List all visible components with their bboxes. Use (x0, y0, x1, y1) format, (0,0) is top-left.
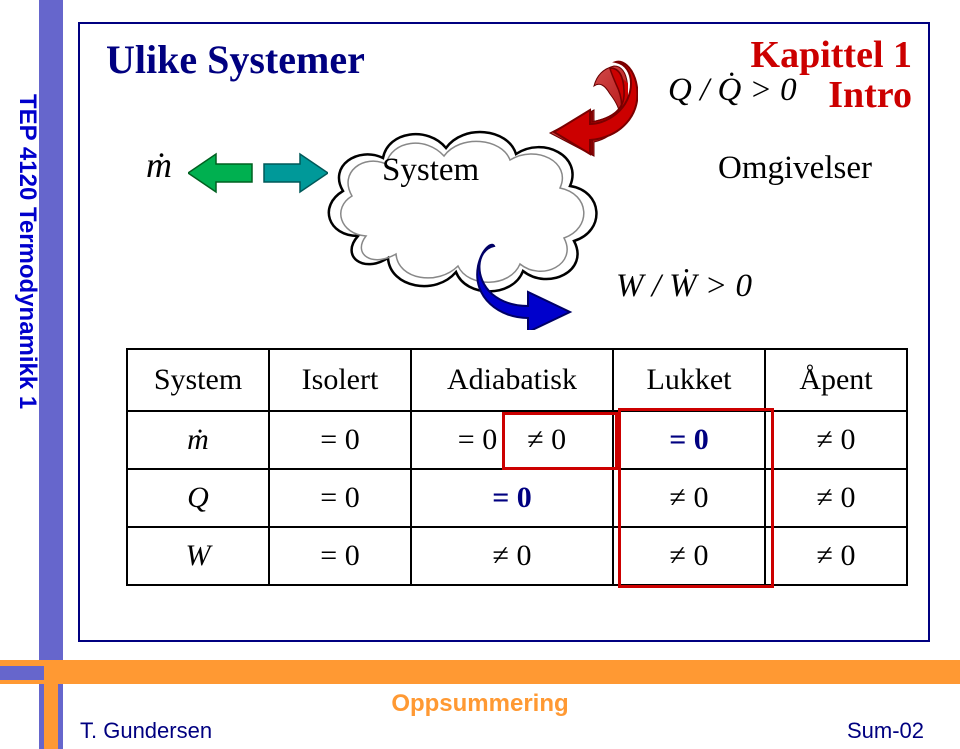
page-label: Sum-02 (847, 718, 924, 744)
work-arrow-icon (470, 240, 580, 335)
vertical-bar (39, 0, 63, 749)
cell: ≠ 0 (765, 527, 907, 585)
surroundings-label: Omgivelser (718, 150, 872, 187)
table-header: Lukket (613, 349, 765, 411)
cell: ≠ 0 (765, 411, 907, 469)
system-label: System (382, 152, 479, 189)
table-row: ṁ = 0 = 0 ≠ 0 = 0 ≠ 0 (127, 411, 907, 469)
horizontal-bar (0, 660, 960, 684)
mass-arrow-icon (188, 148, 328, 203)
cell: = 0 (269, 527, 411, 585)
author-label: T. Gundersen (80, 718, 212, 744)
table-header-row: System Isolert Adiabatisk Lukket Åpent (127, 349, 907, 411)
table-header: Isolert (269, 349, 411, 411)
center-label: Oppsummering (0, 690, 960, 718)
cell: = 0 (411, 469, 613, 527)
table-header: Åpent (765, 349, 907, 411)
cell: = 0 (613, 411, 765, 469)
m-symbol: ṁ (146, 144, 172, 186)
q-equation: Q / Q̇ > 0 (668, 72, 797, 109)
system-table: System Isolert Adiabatisk Lukket Åpent ṁ… (126, 348, 908, 586)
table-header: Adiabatisk (411, 349, 613, 411)
row-var: Q (127, 469, 269, 527)
side-label: TEP 4120 Termodynamikk 1 (11, 94, 41, 409)
cell: ≠ 0 (411, 527, 613, 585)
cell: ≠ 0 (613, 527, 765, 585)
heat-arrow-clean (548, 58, 638, 163)
row-var: W (127, 527, 269, 585)
chapter-line1: Kapittel 1 (751, 34, 912, 76)
table-header: System (127, 349, 269, 411)
cell: ≠ 0 (613, 469, 765, 527)
bar-overlap-h (0, 666, 44, 680)
table-row: W = 0 ≠ 0 ≠ 0 ≠ 0 (127, 527, 907, 585)
slide-title: Ulike Systemer (106, 36, 365, 83)
w-equation: W / Ẇ > 0 (616, 268, 752, 305)
cell: ≠ 0 (765, 469, 907, 527)
row-var: ṁ (127, 411, 269, 469)
cell: = 0 (269, 411, 411, 469)
chapter-line2: Intro (828, 74, 912, 116)
cell: = 0 (269, 469, 411, 527)
cell: = 0 ≠ 0 (411, 411, 613, 469)
table-row: Q = 0 = 0 ≠ 0 ≠ 0 (127, 469, 907, 527)
